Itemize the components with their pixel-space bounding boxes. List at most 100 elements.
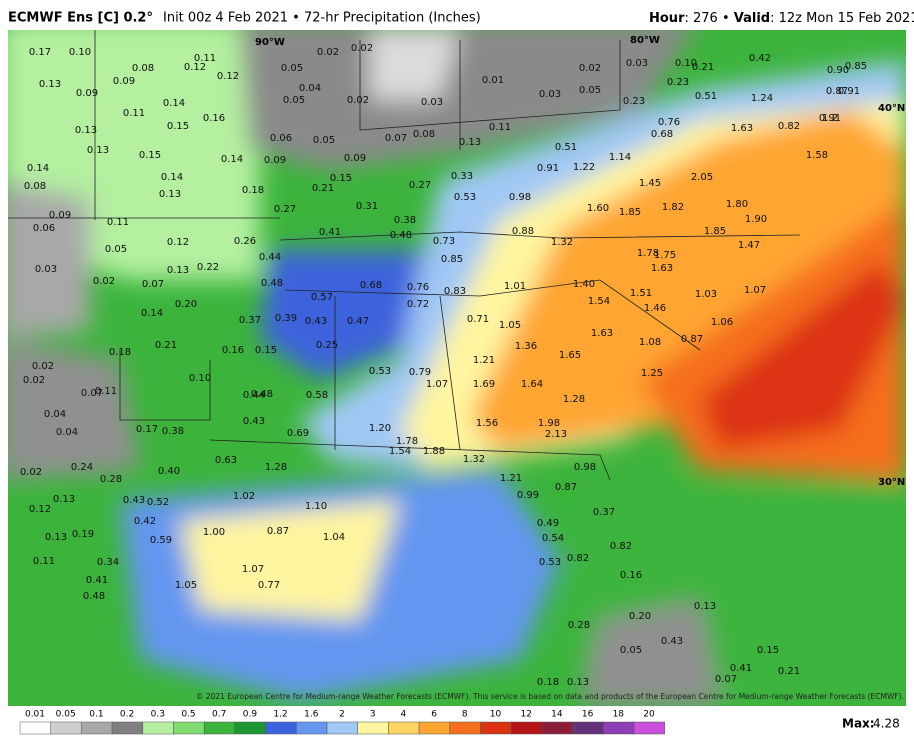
point-label: 0.59	[150, 535, 172, 546]
colorbar-label: 0.7	[212, 710, 226, 720]
point-label: 1.63	[651, 263, 673, 274]
point-label: 1.01	[504, 281, 526, 292]
point-label: 0.05	[283, 95, 305, 106]
point-label: 0.21	[312, 183, 334, 194]
point-label: 0.18	[537, 677, 559, 688]
colorbar-label: 14	[551, 710, 563, 720]
point-label: 1.05	[499, 320, 521, 331]
point-label: 0.15	[255, 345, 277, 356]
point-label: 0.11	[123, 108, 145, 119]
point-labels: 0.17 0.100.080.110.120.120.050.02 0.020.04…	[20, 43, 867, 688]
point-label: 0.04	[44, 409, 66, 420]
point-label: 0.02	[347, 95, 369, 106]
point-label: 0.06	[270, 133, 292, 144]
colorbar-cell	[142, 721, 174, 735]
point-label: 0.82	[610, 541, 632, 552]
point-label: 0.33	[451, 171, 473, 182]
point-label: 0.87	[681, 334, 703, 345]
point-label: 0.23	[667, 77, 689, 88]
point-label: 0.05	[281, 63, 303, 74]
point-label: 0.16	[203, 113, 225, 124]
point-label: 0.15	[139, 150, 161, 161]
state-borders	[8, 30, 801, 481]
point-label: 0.41	[730, 663, 752, 674]
colorbar-cell	[541, 721, 573, 735]
point-label: 0.13	[45, 532, 67, 543]
colorbar-cell	[173, 721, 205, 735]
precip-field	[8, 30, 906, 706]
point-label: 1.58	[806, 150, 828, 161]
point-label: 0.90	[827, 65, 849, 76]
point-label: 0.26	[234, 236, 256, 247]
colorbar-label: 0.5	[181, 710, 195, 720]
point-label: 0.05	[620, 645, 642, 656]
header-model: ECMWF Ens [C] 0.2°	[8, 11, 153, 26]
colorbar-cell	[480, 721, 512, 735]
point-label: 0.37	[593, 507, 615, 518]
colorbar-label: 1.2	[273, 710, 287, 720]
point-label: 0.48	[83, 591, 105, 602]
point-label: 0.85	[441, 254, 463, 265]
point-label: 1.05	[175, 580, 197, 591]
point-label: 0.12	[184, 62, 206, 73]
point-label: 0.72	[407, 299, 429, 310]
point-label: 1.69	[473, 379, 495, 390]
colorbar-cell	[296, 721, 328, 735]
point-label: 1.28	[265, 462, 287, 473]
point-label: 0.14	[161, 172, 183, 183]
point-label: 1.90	[745, 214, 767, 225]
point-label: 1.63	[731, 123, 753, 134]
colorbar-label: 0.01	[25, 710, 45, 720]
point-label: 0.13	[567, 677, 589, 688]
header-info: Init 00z 4 Feb 2021 • 72-hr Precipitatio…	[163, 11, 481, 26]
point-label: 0.48	[261, 278, 283, 289]
point-label: 0.71	[467, 314, 489, 325]
point-label: 0.87	[267, 526, 289, 537]
point-label: 0.68	[360, 280, 382, 291]
colorbar-label: 1.6	[304, 710, 319, 720]
colorbar: 0.01 0.05 0.1 0.2 0.3 0.5 0.7 0.9 1.2 1.6 2 3 4 6 8 10 1…	[19, 710, 665, 735]
point-label: 0.08	[413, 129, 435, 140]
colorbar-label: 3	[370, 710, 376, 720]
point-label: 0.18	[242, 185, 264, 196]
point-label: 0.48	[390, 230, 412, 241]
colorbar-label: 0.9	[243, 710, 258, 720]
point-label: 0.21	[778, 666, 800, 677]
point-label: 0.27	[409, 180, 431, 191]
point-label: 0.41	[86, 575, 108, 586]
colorbar-label: 16	[582, 710, 594, 720]
point-label: 1.47	[738, 240, 760, 251]
point-label: 1.32	[463, 454, 485, 465]
point-label: 0.06	[33, 223, 55, 234]
point-label: 0.07	[385, 133, 407, 144]
colorbar-label: 20	[643, 710, 655, 720]
point-label: 1.14	[609, 152, 631, 163]
point-label: 1.63	[591, 328, 613, 339]
point-label: 0.16	[620, 570, 642, 581]
point-label: 0.02	[351, 43, 373, 54]
colorbar-cell	[418, 721, 451, 735]
point-label: 0.05	[105, 244, 127, 255]
point-label: 0.76	[658, 117, 680, 128]
colorbar-cell	[326, 721, 358, 735]
colorbar-cell	[510, 721, 543, 735]
hour: : 276 •	[684, 11, 733, 26]
point-label: 0.09	[264, 155, 286, 166]
point-label: 0.91	[838, 86, 860, 97]
point-label: 2.05	[691, 172, 713, 183]
point-label: 1.20	[369, 423, 391, 434]
point-label: 1.54	[588, 296, 610, 307]
point-label: 0.16	[222, 345, 244, 356]
point-label: 0.77	[258, 580, 280, 591]
point-label: 0.98	[574, 462, 596, 473]
point-label: 0.76	[407, 282, 429, 293]
point-label: 1.45	[639, 178, 661, 189]
point-label: 0.83	[444, 286, 466, 297]
point-label: 0.10	[675, 58, 697, 69]
max-value: 4.28	[873, 717, 900, 731]
point-label: 0.85	[845, 61, 867, 72]
colorbar-cell	[633, 721, 665, 735]
point-label: 0.02	[317, 47, 339, 58]
colorbar-label: 8	[462, 710, 468, 720]
